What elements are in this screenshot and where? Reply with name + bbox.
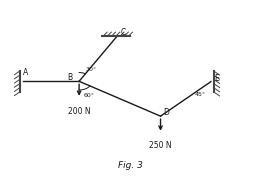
Text: E: E <box>214 74 219 83</box>
Text: D: D <box>163 108 169 117</box>
Text: 45°: 45° <box>194 92 205 97</box>
Text: 30°: 30° <box>86 66 96 71</box>
Text: C: C <box>120 28 126 37</box>
Text: 60°: 60° <box>84 93 95 98</box>
Text: Fig. 3: Fig. 3 <box>118 161 142 170</box>
Text: 200 N: 200 N <box>68 107 90 116</box>
Text: A: A <box>23 68 28 77</box>
Text: 250 N: 250 N <box>149 141 172 150</box>
Text: B: B <box>68 73 73 82</box>
